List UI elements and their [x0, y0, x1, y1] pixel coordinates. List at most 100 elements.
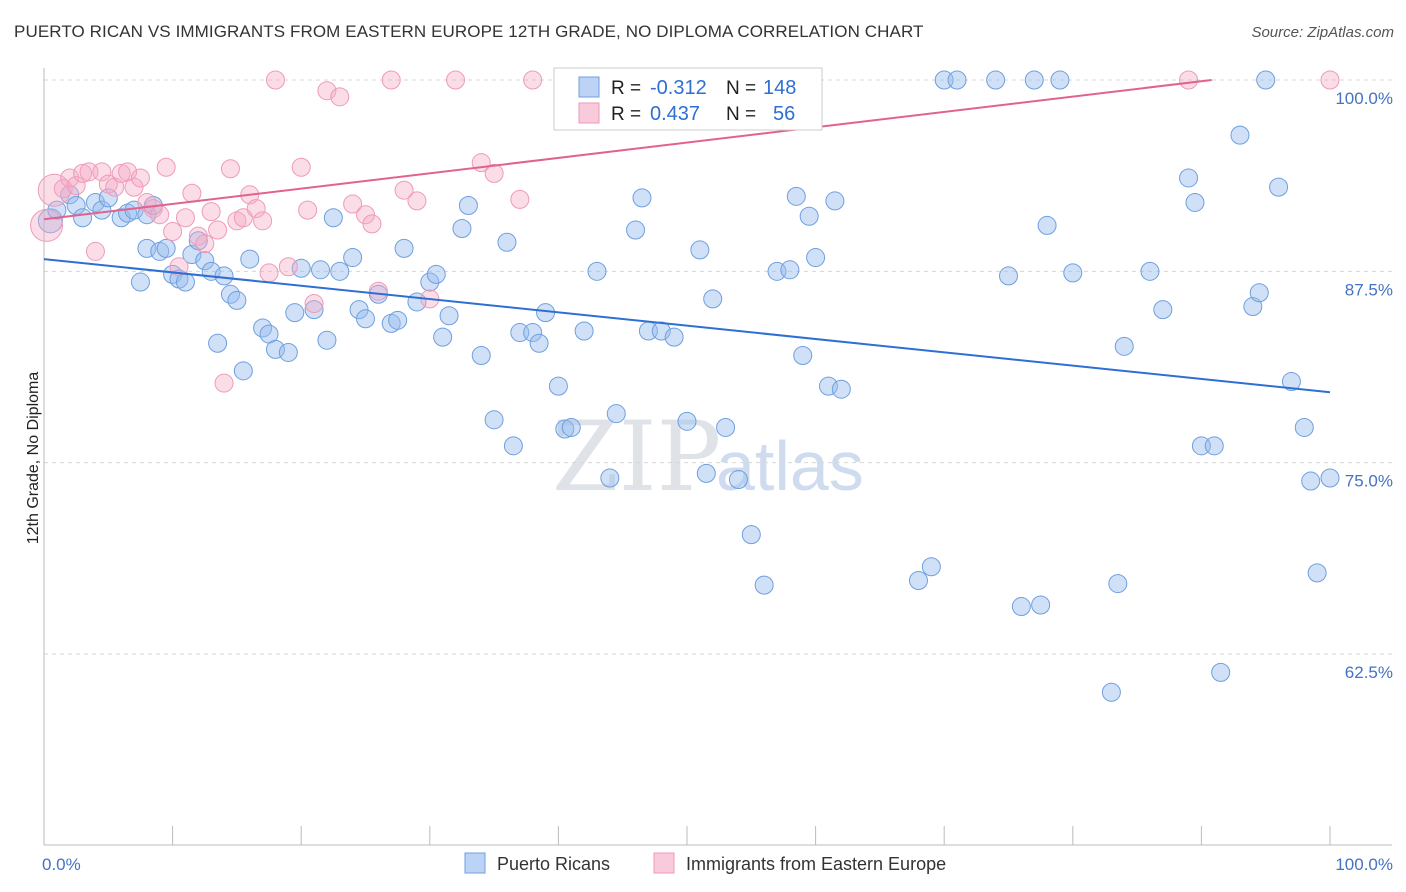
eastern-europe-point-43 [356, 205, 375, 225]
puerto-rican-point-60 [523, 323, 543, 343]
puerto-rican-point-37 [317, 330, 337, 350]
eastern-europe-point-3 [60, 168, 80, 188]
puerto-rican-point-61 [529, 333, 549, 353]
stats-r-label-2: R = [611, 104, 641, 125]
puerto-rican-point-74 [664, 327, 684, 347]
stats-swatch-pink [578, 102, 600, 124]
watermark: ZIP atlas [552, 401, 864, 513]
eastern-europe-point-17 [150, 205, 170, 225]
puerto-rican-point-118 [1269, 177, 1289, 197]
stats-n-value-1: 148 [763, 77, 796, 99]
puerto-rican-point-42 [349, 300, 369, 320]
puerto-rican-point-54 [458, 196, 478, 216]
eastern-europe-point-27 [214, 373, 234, 393]
puerto-rican-point-95 [947, 70, 967, 90]
puerto-rican-point-100 [1031, 595, 1051, 615]
puerto-rican-point-77 [696, 463, 716, 483]
puerto-rican-point-43 [356, 309, 375, 329]
y-tick-label-0: 100.0% [1335, 89, 1393, 108]
puerto-rican-point-109 [1179, 168, 1199, 188]
puerto-rican-point-98 [1011, 597, 1031, 617]
legend-label-puerto-ricans: Puerto Ricans [497, 854, 610, 874]
eastern-europe-point-46 [381, 70, 401, 90]
points-layer [30, 70, 1340, 702]
puerto-rican-point-79 [716, 417, 736, 437]
axes [43, 68, 1392, 846]
puerto-rican-point-55 [471, 346, 491, 366]
puerto-rican-point-76 [690, 240, 710, 260]
puerto-rican-point-101 [1037, 215, 1057, 235]
puerto-rican-point-65 [561, 417, 581, 437]
puerto-rican-point-108 [1153, 300, 1173, 320]
eastern-europe-point-53 [510, 189, 530, 209]
puerto-rican-point-14 [137, 238, 157, 258]
puerto-rican-point-56 [484, 410, 504, 430]
puerto-rican-point-39 [343, 248, 363, 268]
puerto-rican-point-0 [37, 208, 63, 234]
eastern-europe-point-52 [484, 163, 504, 183]
eastern-europe-point-38 [298, 200, 318, 220]
eastern-europe-point-55 [1179, 70, 1199, 90]
puerto-rican-point-121 [1301, 471, 1321, 491]
x-tick-label-0: 0.0% [42, 855, 81, 874]
puerto-rican-point-107 [1140, 261, 1160, 281]
eastern-europe-point-7 [85, 241, 105, 261]
puerto-rican-point-91 [831, 379, 851, 399]
x-tick-label-1: 100.0% [1335, 855, 1393, 874]
eastern-europe-point-36 [278, 257, 298, 277]
puerto-rican-point-90 [825, 191, 845, 211]
puerto-rican-point-57 [497, 232, 517, 252]
puerto-rican-point-6 [92, 200, 112, 220]
puerto-rican-point-89 [818, 376, 838, 396]
puerto-rican-point-71 [632, 188, 652, 208]
eastern-europe-point-32 [246, 199, 266, 219]
puerto-rican-point-114 [1230, 125, 1250, 145]
eastern-europe-point-26 [208, 220, 228, 240]
eastern-europe-point-0 [30, 208, 64, 242]
eastern-europe-point-4 [66, 176, 86, 196]
stats-swatch-blue [578, 76, 600, 98]
puerto-rican-point-7 [98, 188, 118, 208]
puerto-rican-point-46 [388, 310, 408, 330]
y-tick-label-1: 87.5% [1345, 280, 1393, 299]
eastern-europe-point-56 [1320, 70, 1340, 90]
puerto-rican-point-32 [265, 339, 285, 359]
eastern-europe-point-50 [446, 70, 466, 90]
puerto-rican-point-24 [214, 266, 234, 286]
puerto-rican-point-67 [587, 261, 607, 281]
puerto-rican-point-16 [156, 238, 176, 258]
puerto-rican-point-75 [677, 411, 697, 431]
legend-label-eastern-europe: Immigrants from Eastern Europe [686, 854, 946, 874]
puerto-rican-point-84 [780, 260, 800, 280]
eastern-europe-point-24 [195, 234, 215, 254]
chart-title: PUERTO RICAN VS IMMIGRANTS FROM EASTERN … [14, 22, 924, 41]
eastern-europe-point-21 [175, 208, 195, 228]
puerto-rican-point-81 [741, 525, 761, 545]
puerto-rican-point-13 [130, 272, 150, 292]
eastern-europe-point-41 [330, 87, 350, 107]
y-tick-label-3: 62.5% [1345, 663, 1393, 682]
puerto-rican-point-51 [433, 327, 453, 347]
eastern-europe-point-48 [407, 191, 427, 211]
eastern-europe-point-34 [259, 263, 279, 283]
stats-legend-box: R = -0.312 N = 148 R = 0.437 N = 56 [553, 67, 823, 131]
eastern-europe-point-5 [73, 163, 93, 183]
eastern-europe-point-54 [523, 70, 543, 90]
puerto-rican-point-117 [1256, 70, 1276, 90]
eastern-europe-point-47 [394, 180, 414, 200]
eastern-europe-point-20 [169, 257, 189, 277]
puerto-rican-point-47 [394, 238, 414, 258]
stats-n-label-1: N = [726, 78, 756, 99]
eastern-europe-point-13 [124, 177, 144, 197]
puerto-rican-point-53 [452, 218, 472, 238]
eastern-europe-point-45 [368, 281, 388, 301]
puerto-rican-point-104 [1101, 682, 1121, 702]
puerto-rican-point-64 [555, 419, 575, 439]
trend-line-eastern-europe [43, 79, 1212, 221]
puerto-rican-point-102 [1050, 70, 1070, 90]
stats-r-value-2: 0.437 [650, 103, 700, 125]
puerto-rican-point-120 [1294, 417, 1314, 437]
source-label: Source: ZipAtlas.com [1251, 24, 1394, 41]
puerto-rican-point-41 [310, 260, 330, 280]
